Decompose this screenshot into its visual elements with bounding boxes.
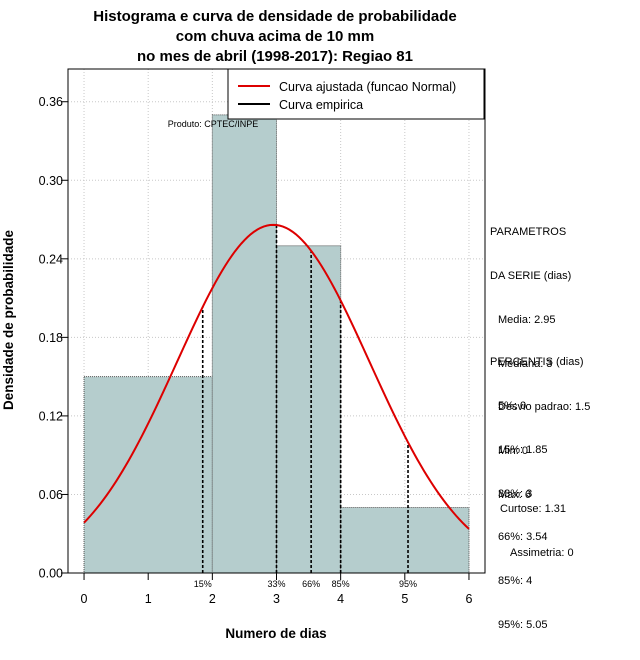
percentile-15: 15%: 1.85	[498, 443, 548, 456]
percentile-95: 95%: 5.05	[498, 618, 548, 631]
percentile-marker-label-1: 33%	[267, 579, 285, 589]
histogram-bar-2	[276, 245, 342, 574]
percentis-title: PERCENTIS (dias)	[490, 356, 584, 369]
y-axis-title: Densidade de probabilidade	[1, 229, 16, 410]
legend-label-empirical: Curva empirica	[279, 98, 363, 112]
x-tick-label-4: 4	[337, 592, 344, 606]
percentile-85: 85%: 4	[498, 575, 533, 588]
params-mean: Media: 2.95	[498, 313, 556, 326]
normal-density-curve	[83, 223, 470, 530]
y-tick-label-3: 0.18	[39, 331, 63, 345]
y-tick-label-5: 0.30	[39, 174, 63, 188]
legend: Curva ajustada (funcao Normal) Curva emp…	[227, 68, 485, 120]
percentile-33: 33%: 3	[498, 487, 533, 500]
y-tick-label-4: 0.24	[39, 252, 63, 266]
y-tick-label-1: 0.06	[39, 488, 63, 502]
chart-title-line-2: com chuva acima de 10 mm	[176, 28, 374, 45]
legend-label-fitted: Curva ajustada (funcao Normal)	[279, 80, 456, 94]
y-tick-label-6: 0.36	[39, 95, 63, 109]
x-axis-title: Numero de dias	[225, 626, 326, 641]
shape-statistics: Curtose: 1.31 Assimetria: 0	[500, 473, 574, 575]
assimetria: Assimetria: 0	[510, 546, 574, 559]
params-title-1: PARAMETROS	[490, 226, 567, 239]
x-tick-label-1: 1	[145, 592, 152, 606]
percentile-marker-label-0: 15%	[194, 579, 212, 589]
histogram-bar-3	[340, 507, 470, 574]
percentile-marker-label-3: 85%	[332, 579, 350, 589]
percentile-list: PERCENTIS (dias) 5%: 0 15%: 1.85 33%: 3 …	[490, 326, 584, 647]
percentile-marker-label-2: 66%	[302, 579, 320, 589]
credit-annotation: Produto: CPTEC/INPE	[168, 119, 259, 129]
series-parameters: PARAMETROS DA SERIE (dias) Media: 2.95 M…	[490, 196, 590, 517]
percentile-66: 66%: 3.54	[498, 531, 548, 544]
chart-title-line-1: Histograma e curva de densidade de proba…	[93, 8, 456, 25]
x-tick-label-5: 5	[401, 592, 408, 606]
params-max: Max: 6	[498, 488, 532, 501]
histogram-bar-1	[211, 114, 278, 574]
chart-title-line-3: no mes de abril (1998-2017): Regiao 81	[137, 48, 413, 65]
params-title-2: DA SERIE (dias)	[490, 269, 572, 282]
histogram-bar-0	[83, 376, 213, 574]
curtose: Curtose: 1.31	[500, 503, 567, 516]
x-tick-label-3: 3	[273, 592, 280, 606]
params-median: Mediana: 3	[498, 357, 553, 370]
x-tick-label-2: 2	[209, 592, 216, 606]
percentile-5: 5%: 0	[498, 399, 527, 412]
percentile-marker-label-4: 95%	[399, 579, 417, 589]
y-tick-label-2: 0.12	[39, 409, 63, 423]
legend-box	[227, 68, 485, 120]
y-tick-label-0: 0.00	[39, 567, 63, 581]
params-min: Min: 0	[498, 445, 528, 458]
params-sd: Desvio padrao: 1.5	[498, 401, 591, 414]
x-tick-label-6: 6	[465, 592, 472, 606]
x-tick-label-0: 0	[81, 592, 88, 606]
